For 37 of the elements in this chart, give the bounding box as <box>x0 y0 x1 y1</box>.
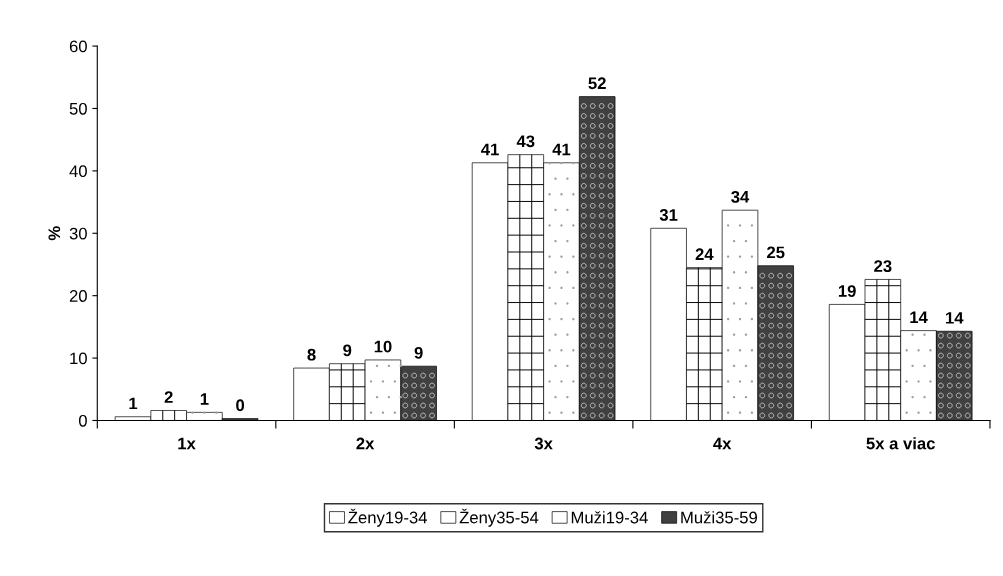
data-label: 1 <box>200 393 209 405</box>
legend-label: Ženy19-34 <box>348 508 427 527</box>
y-tick-label: 50 <box>69 102 87 115</box>
x-tick-label: 4x <box>713 437 732 450</box>
data-label: 41 <box>481 143 499 156</box>
x-tick-label: 1x <box>178 437 196 450</box>
data-label: 9 <box>414 346 423 359</box>
data-label: 52 <box>588 77 606 90</box>
data-label: 0 <box>236 399 245 412</box>
data-label: 2 <box>164 391 173 403</box>
data-label: 25 <box>767 246 785 259</box>
y-tick-label: 40 <box>69 165 87 178</box>
data-label: 14 <box>946 312 964 324</box>
data-label: 19 <box>838 285 856 297</box>
y-tick-label: 60 <box>69 40 87 53</box>
x-tick-label: 5x a viac <box>866 437 935 450</box>
y-tick-label: 0 <box>78 414 87 427</box>
data-label: 10 <box>374 340 392 353</box>
data-label: 24 <box>695 248 714 260</box>
data-label: 43 <box>516 135 535 148</box>
x-tick-label: 2x <box>356 437 375 450</box>
y-tick-label: 10 <box>70 352 87 365</box>
legend-label: Ženy35-54 <box>459 508 539 527</box>
data-label: 41 <box>552 143 571 156</box>
y-tick-label: 20 <box>69 290 87 302</box>
data-label: 1 <box>129 397 138 410</box>
y-tick-label: 30 <box>69 227 87 240</box>
data-label: 8 <box>307 348 316 361</box>
data-label: 23 <box>874 260 892 273</box>
data-label: 9 <box>343 344 352 357</box>
x-tick-label: 3x <box>534 437 553 450</box>
data-label: 34 <box>731 190 750 203</box>
data-label: 31 <box>659 209 678 221</box>
legend-label: Muži35-59 <box>681 511 757 524</box>
data-label: 14 <box>910 311 928 323</box>
y-axis-title: % <box>48 226 61 241</box>
legend-label: Muži19-34 <box>571 511 648 524</box>
